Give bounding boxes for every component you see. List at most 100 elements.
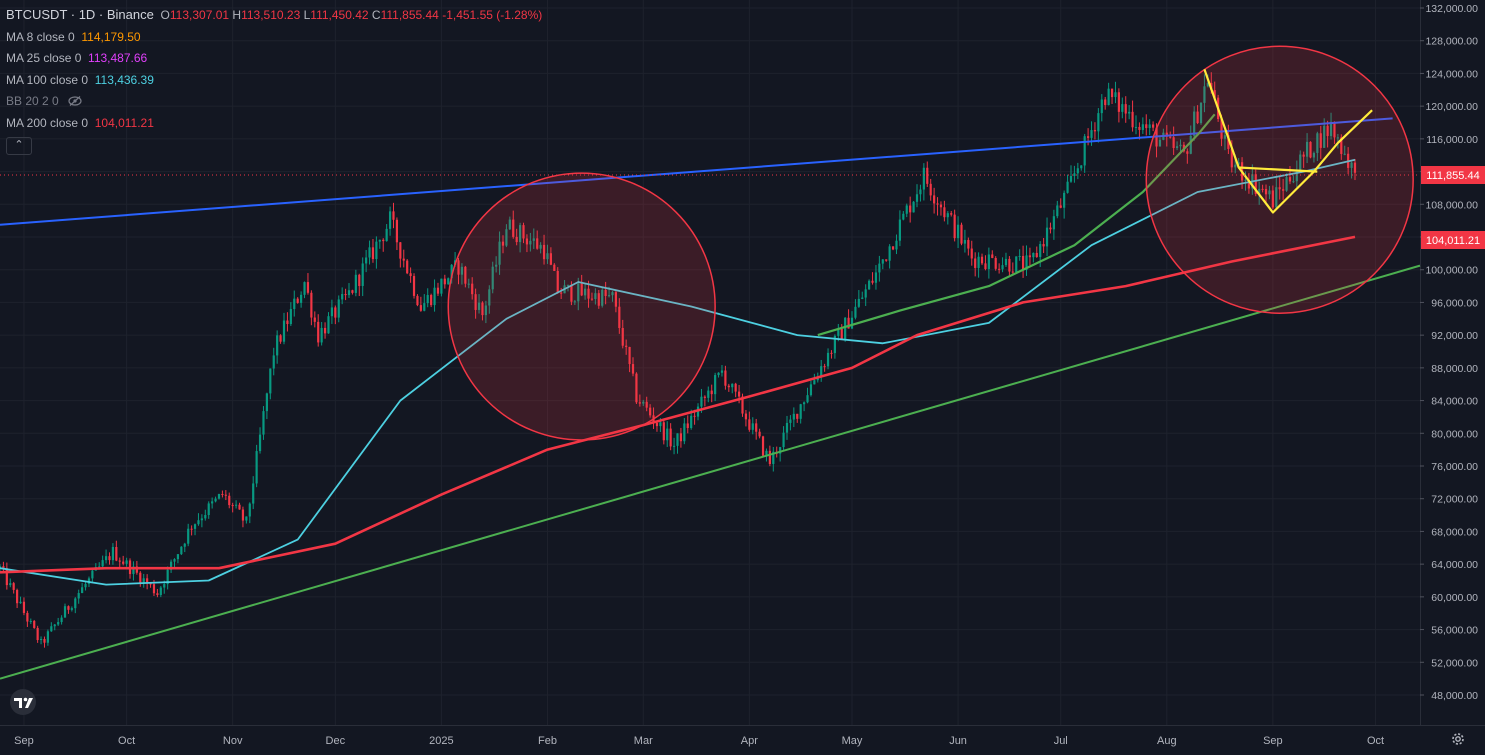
candle-body [802,402,806,405]
x-tick-label: Sep [1263,735,1283,747]
candle-body [98,566,101,568]
candle-body [1121,104,1124,112]
low-value: 111,450.42 [310,8,369,22]
candle-body [303,282,306,295]
candle-body [258,434,262,452]
candle-body [1353,162,1357,173]
candle-body [221,493,224,495]
candle-body [1069,176,1073,182]
candle-body [1134,126,1138,128]
candle-body [323,327,327,334]
series-line-ma-100-close-0 [0,158,1356,586]
candle-body [960,224,963,244]
y-tick-label: 132,000.00 [1425,3,1478,15]
candle-body [139,572,142,584]
candle-body [847,317,850,329]
candle-body [12,583,15,590]
candle-body [84,583,87,588]
candle-body [693,415,696,417]
candle-body [224,494,227,496]
candle-body [556,270,559,293]
candle-body [330,307,334,317]
candle-body [529,240,532,245]
candle-body [560,292,563,294]
candle-body [269,368,272,394]
candle-body [806,395,809,403]
candle-body [1336,137,1339,139]
change-value: -1,451.55 (-1.28%) [442,8,543,22]
x-tick-label: Jul [1054,735,1068,747]
drawings [0,45,1421,680]
candle-body [238,504,241,510]
gear-icon[interactable] [1450,731,1466,747]
indicator-row-ma25[interactable]: MA 25 close 0 113,487.66 [6,48,542,70]
candle-body [508,219,511,230]
candle-body [1206,82,1209,87]
trendline [0,264,1421,680]
hidden-eye-icon[interactable] [68,96,82,106]
candle-body [1254,174,1257,194]
candle-body [878,263,881,273]
candle-body [228,495,231,506]
candle-body [779,447,782,454]
candle-body [16,589,19,604]
symbol-title[interactable]: BTCUSDT · 1D · Binance [6,7,154,22]
candle-body [744,413,748,420]
last-price-badge: 111,855.44 [1421,166,1485,184]
candle-body [436,287,440,294]
candle-body [737,391,741,397]
candle-body [375,241,378,260]
candle-body [1234,164,1237,168]
candle-body [1285,177,1288,191]
candle-body [368,247,371,258]
candle-body [317,321,320,343]
candle-body [1333,121,1336,138]
candle-body [536,238,539,249]
candle-body [885,259,888,261]
candle-body [1128,111,1131,114]
candle-body [594,293,597,300]
candle-body [809,384,813,396]
ma200-price-label: 104,011.21 [1426,235,1480,247]
candle-body [207,503,210,516]
candle-body [1141,124,1144,130]
candle-body [546,253,549,260]
y-tick-label: 96,000.00 [1431,297,1478,309]
candle-body [1316,133,1319,153]
x-tick-label: Oct [118,735,135,747]
candle-body [717,372,720,376]
candle-body [447,278,450,285]
candle-body [118,560,121,562]
candle-body [987,254,990,270]
time-axis[interactable]: Sep Oct Nov Dec 2025 Feb Mar Apr May Jun Jul Aug Sep… [14,735,1384,747]
y-tick-label: 52,000.00 [1431,657,1478,669]
candle-body [272,355,275,369]
candles [0,72,1357,648]
indicator-row-ma200[interactable]: MA 200 close 0 104,011.21 [6,113,542,135]
candle-body [241,509,245,521]
candle-body [980,256,984,264]
candle-body [1179,144,1182,147]
candle-body [905,205,908,214]
candle-body [1223,135,1227,139]
candle-body [714,375,717,395]
indicator-row-ma8[interactable]: MA 8 close 0 114,179.50 [6,27,542,49]
pattern-line [1238,166,1318,173]
indicator-row-bb[interactable]: BB 20 2 0 [6,91,542,113]
indicator-row-ma100[interactable]: MA 100 close 0 113,436.39 [6,70,542,92]
candle-body [655,422,659,427]
candle-body [382,239,385,242]
candle-body [1268,190,1271,195]
candle-body [977,256,980,268]
candle-body [440,278,443,294]
candle-body [768,450,771,464]
candle-body [915,194,919,202]
candle-body [406,260,409,274]
collapse-legend-button[interactable]: ⌃ [6,137,32,155]
candle-body [419,305,422,311]
candle-body [327,316,330,334]
tradingview-logo-icon[interactable] [8,689,38,715]
candle-body [539,244,542,249]
candle-body [748,419,751,430]
